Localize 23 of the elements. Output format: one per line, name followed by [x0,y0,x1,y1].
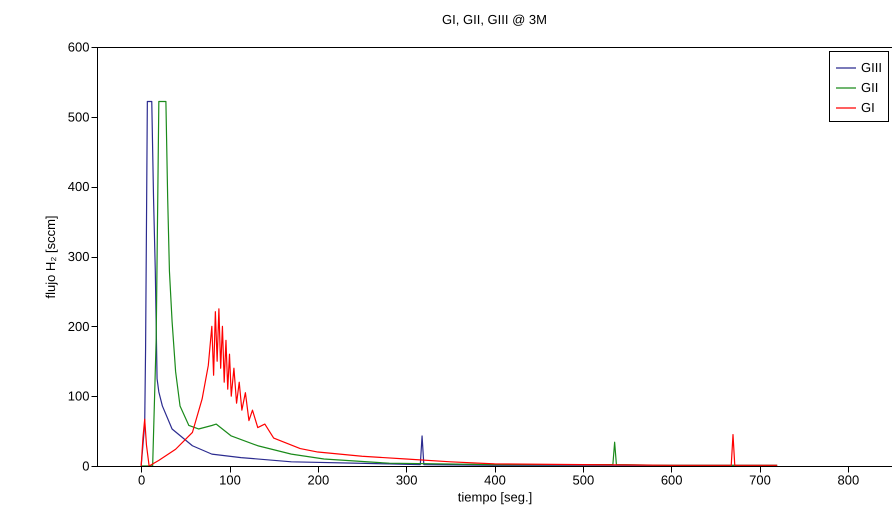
x-tick-label: 0 [138,472,146,488]
y-tick-label: 400 [68,179,90,194]
x-tick-label: 200 [307,472,330,488]
x-tick-label: 400 [484,472,506,488]
y-tick-label: 0 [82,458,90,474]
y-tick-label: 500 [68,109,90,124]
line-series [140,308,778,466]
legend-label: GIII [861,60,882,75]
x-tick-label: 800 [837,472,860,488]
x-tick-label: 500 [572,472,594,488]
x-tick-label: 600 [660,472,683,488]
x-tick-label: 300 [396,472,418,488]
y-tick-label: 600 [68,40,90,54]
legend-label: GI [861,100,875,115]
chart-title: GI, GII, GIII @ 3M [442,12,547,27]
y-tick-label: 100 [68,388,90,404]
x-tick-label: 100 [219,472,241,488]
y-tick-label: 200 [68,318,90,334]
x-axis-title: tiempo [seg.] [458,490,532,504]
x-tick-label: 700 [749,472,771,488]
y-tick-label: 300 [68,249,90,264]
legend-label: GII [861,80,878,95]
y-axis-title: flujo H₂ [sccm] [42,215,58,299]
